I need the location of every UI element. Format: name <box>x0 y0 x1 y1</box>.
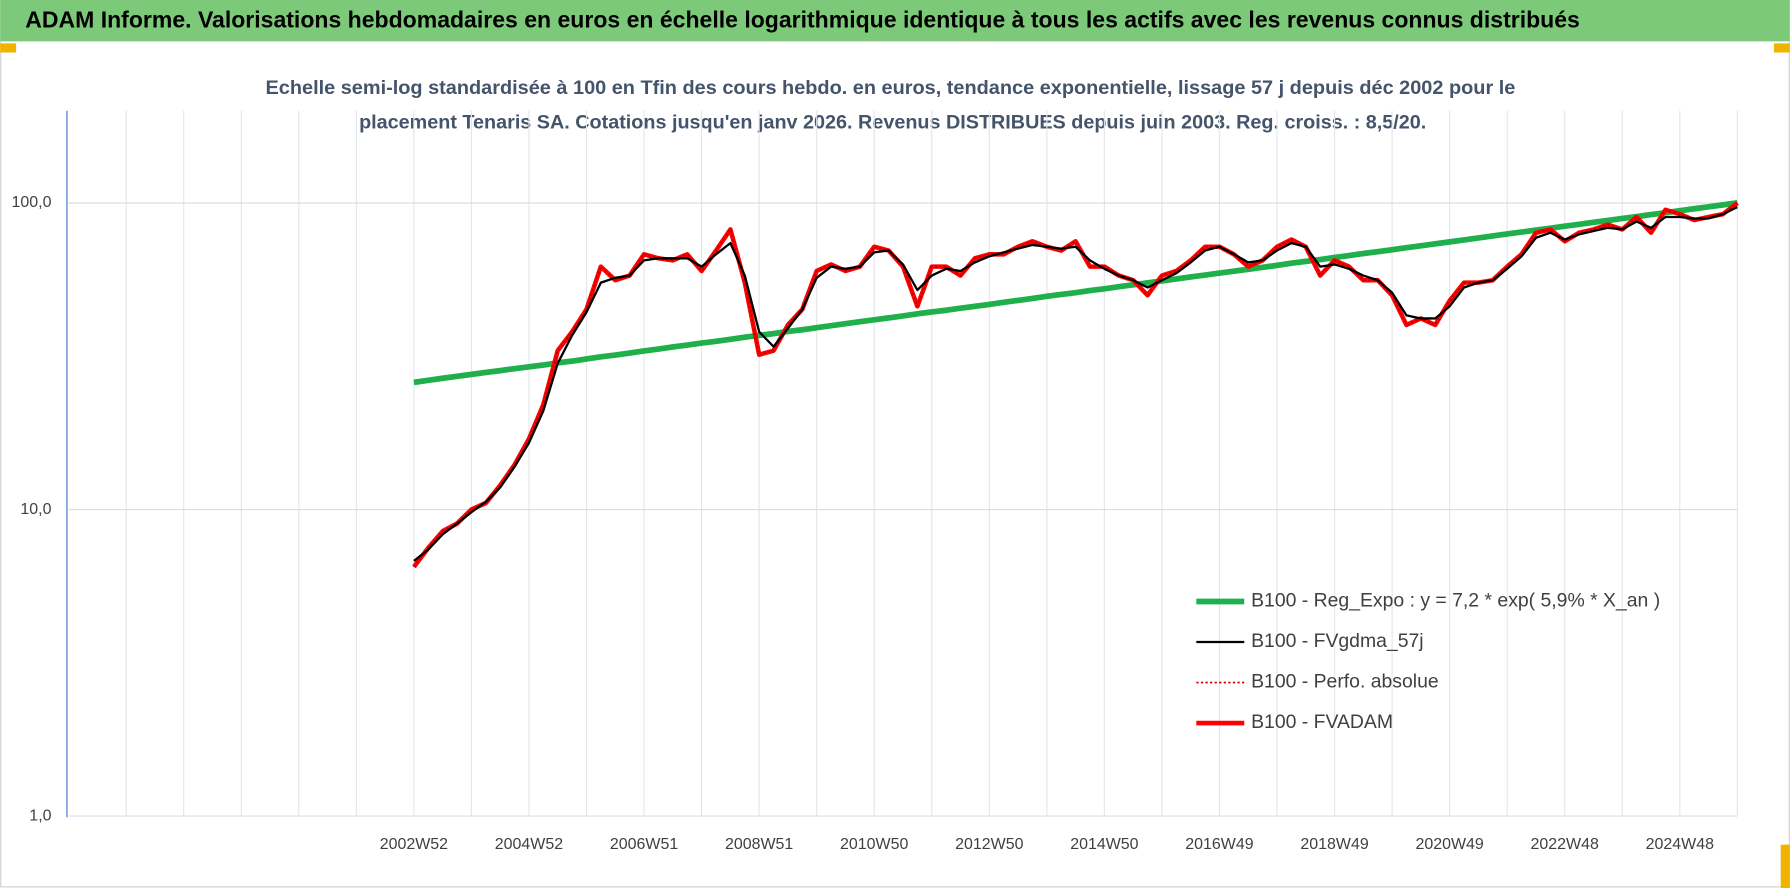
header-bar <box>0 0 1790 42</box>
legend-label: B100 - FVADAM <box>1251 711 1393 733</box>
x-tick-label: 2022W48 <box>1531 836 1599 853</box>
y-tick-label: 1,0 <box>29 807 51 824</box>
x-tick-label: 2024W48 <box>1646 836 1714 853</box>
series-line <box>413 199 1738 386</box>
x-tick-label: 2014W50 <box>1070 836 1138 853</box>
chart-subtitle: Echelle semi-log standardisée à 100 en T… <box>266 77 1516 99</box>
grid: 1,0 10,0 100,0 2002W52 2004W52 2006W51 2008W51… <box>12 110 1738 853</box>
x-tick-label: 2006W51 <box>610 836 678 853</box>
x-tick-label: 2002W52 <box>380 836 448 853</box>
series-line <box>413 206 1738 562</box>
corner-mark <box>1773 43 1790 53</box>
legend-label: B100 - Perfo. absolue <box>1251 671 1439 693</box>
x-tick-label: 2018W49 <box>1300 836 1368 853</box>
series-line <box>413 202 1738 568</box>
x-tick-label: 2020W49 <box>1415 836 1483 853</box>
y-tick-label: 10,0 <box>20 501 51 518</box>
legend-label: B100 - Reg_Expo : y = 7,2 * exp( 5,9% * … <box>1251 590 1660 612</box>
legend: B100 - Reg_Expo : y = 7,2 * exp( 5,9% * … <box>1196 590 1660 733</box>
corner-mark <box>0 43 17 53</box>
x-tick-label: 2012W50 <box>955 836 1023 853</box>
x-tick-label: 2016W49 <box>1185 836 1253 853</box>
chart-subtitle: placement Tenaris SA. Cotations jusqu'en… <box>359 111 1426 133</box>
x-tick-label: 2008W51 <box>725 836 793 853</box>
chart-title: ADAM Informe. Valorisations hebdomadaire… <box>25 7 1580 33</box>
y-tick-label: 100,0 <box>12 194 52 211</box>
legend-label: B100 - FVgdma_57j <box>1251 630 1423 652</box>
x-tick-label: 2010W50 <box>840 836 908 853</box>
x-tick-label: 2004W52 <box>495 836 563 853</box>
plot <box>412 199 1739 569</box>
corner-mark <box>1780 844 1790 888</box>
